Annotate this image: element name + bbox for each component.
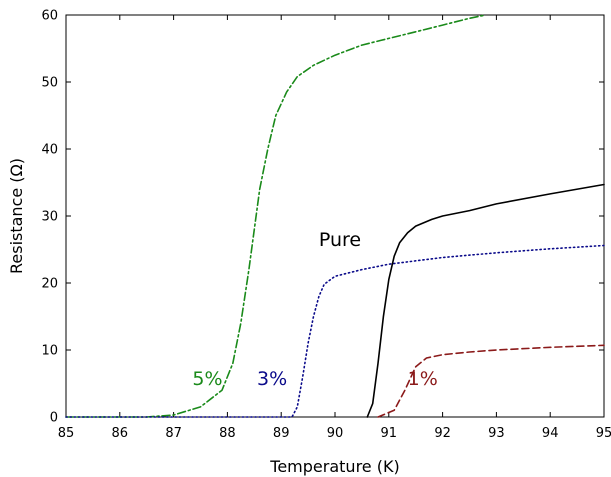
y-tick-label: 10 [41,344,58,359]
x-tick-label: 95 [596,426,611,441]
x-axis-ticks: 85 86 87 88 89 90 91 92 93 94 95 [58,15,611,441]
series-line-pure [366,183,605,418]
series-label: 1% [408,368,438,390]
series-layer [65,14,605,418]
x-axis-title: Temperature (K) [269,457,399,476]
x-tick-label: 90 [327,426,344,441]
x-tick-label: 87 [165,426,182,441]
y-tick-label: 30 [41,210,58,225]
x-tick-label: 92 [434,426,451,441]
y-tick-label: 60 [41,9,58,24]
y-tick-label: 40 [41,143,58,158]
y-axis-title: Resistance (Ω) [7,158,26,274]
y-axis-ticks: 0 10 20 30 40 50 60 [41,9,604,426]
x-tick-label: 85 [58,426,75,441]
y-tick-label: 0 [50,411,58,426]
x-tick-label: 93 [488,426,505,441]
y-tick-label: 50 [41,76,58,91]
plot-frame [65,14,605,418]
x-tick-label: 86 [112,426,129,441]
annotation-layer: 5% 3% Pure 1% [192,229,437,390]
series-label: Pure [319,229,361,251]
series-label: 5% [192,368,222,390]
y-tick-label: 20 [41,277,58,292]
x-tick-label: 94 [542,426,559,441]
x-tick-label: 88 [219,426,236,441]
x-tick-label: 89 [273,426,290,441]
series-label: 3% [257,368,287,390]
x-tick-label: 91 [381,426,398,441]
series-line-3-percent [65,244,605,418]
series-line-1-percent [377,344,605,418]
series-line-5-percent [65,14,487,418]
